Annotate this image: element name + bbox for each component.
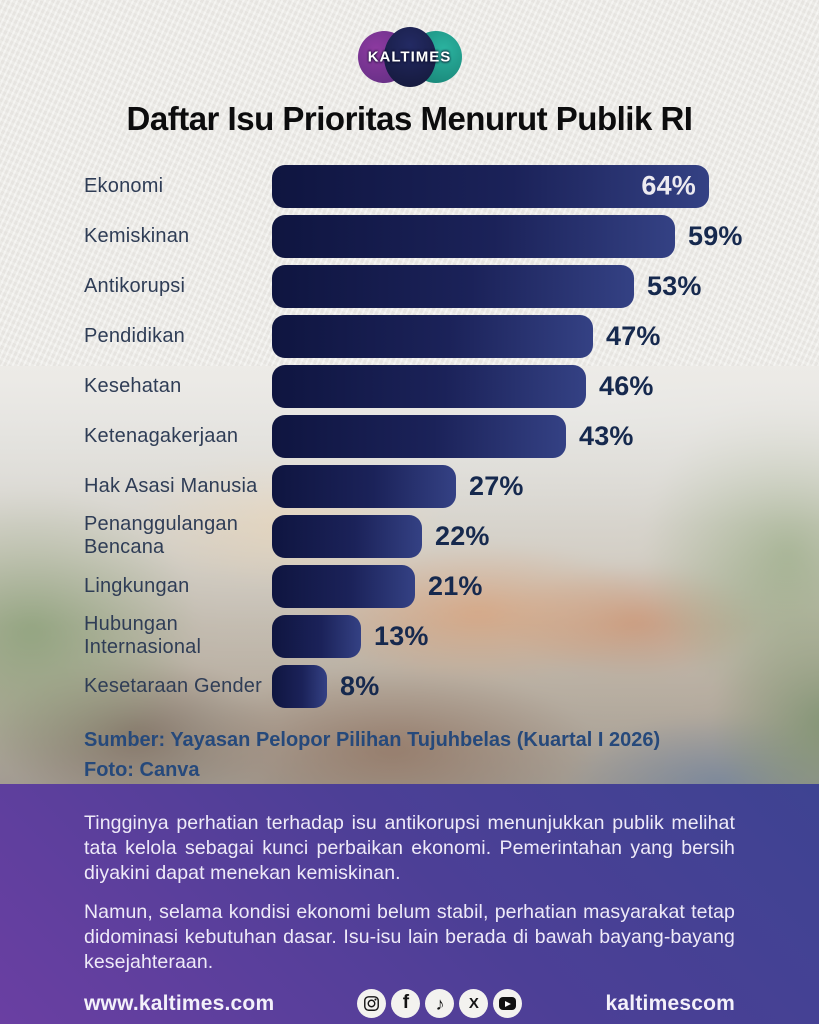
- bar-row: Hak Asasi Manusia 27%: [84, 461, 784, 511]
- bar-category-label: Kesehatan: [84, 374, 182, 397]
- bar-track: 43%: [272, 414, 784, 458]
- summary-panel: Tingginya perhatian terhadap isu antikor…: [0, 784, 819, 1024]
- bar-value-label: 53%: [647, 270, 702, 301]
- bar: [272, 364, 586, 408]
- bar-category-label: Pendidikan: [84, 324, 185, 347]
- bar-row: Pendidikan 47%: [84, 311, 784, 361]
- bar: [272, 564, 415, 608]
- bar: [272, 614, 361, 658]
- bar-value-label: 8%: [340, 670, 380, 701]
- bar: [272, 414, 566, 458]
- youtube-icon: [493, 989, 523, 1018]
- bar-track: 64%: [272, 164, 784, 208]
- bar-value-label: 27%: [469, 470, 524, 501]
- bar: [272, 314, 593, 358]
- bar-category-label: Ekonomi: [84, 174, 164, 197]
- bar-category-label: Hak Asasi Manusia: [84, 474, 258, 497]
- instagram-icon: [357, 989, 387, 1018]
- social-handle: kaltimescom: [605, 991, 735, 1015]
- social-icons: f ♪ X: [357, 989, 523, 1018]
- bar-category-label: Hubungan Internasional: [84, 613, 202, 658]
- bar-value-label: 64%: [641, 170, 696, 201]
- bar-track: 59%: [272, 214, 784, 258]
- tiktok-icon: ♪: [425, 989, 455, 1018]
- logo-wordmark: KALTIMES: [367, 48, 452, 66]
- bar-track: 21%: [272, 564, 784, 608]
- bar: [272, 664, 327, 708]
- website-url: www.kaltimes.com: [84, 991, 275, 1015]
- bar-track: 47%: [272, 314, 784, 358]
- logo-globe-navy: [383, 27, 436, 87]
- bar-category-label: Lingkungan: [84, 574, 190, 597]
- bar-value-label: 59%: [688, 220, 743, 251]
- bar-value-label: 46%: [599, 370, 654, 401]
- bar-category-label: Kemiskinan: [84, 224, 190, 247]
- bar-row: Lingkungan 21%: [84, 561, 784, 611]
- footer: www.kaltimes.com f ♪ X kaltimescom: [84, 989, 735, 1018]
- x-icon: X: [459, 989, 489, 1018]
- bar-row: Kemiskinan 59%: [84, 211, 784, 261]
- bar-track: 13%: [272, 614, 784, 658]
- bar-value-label: 22%: [435, 520, 490, 551]
- bar: [272, 464, 456, 508]
- bar-value-label: 13%: [374, 620, 429, 651]
- facebook-icon: f: [391, 989, 421, 1018]
- bar-track: 46%: [272, 364, 784, 408]
- bar-category-label: Penanggulangan Bencana: [84, 513, 239, 558]
- page-title: Daftar Isu Prioritas Menurut Publik RI: [126, 100, 693, 137]
- bar-row: Kesetaraan Gender 8%: [84, 661, 784, 711]
- summary-paragraph-2: Namun, selama kondisi ekonomi belum stab…: [84, 901, 735, 973]
- bar-category-label: Kesetaraan Gender: [84, 674, 262, 697]
- bar-track: 8%: [272, 664, 784, 708]
- bar-track: 22%: [272, 514, 784, 558]
- bar-row: Ekonomi 64%: [84, 161, 784, 211]
- bar-category-label: Ketenagakerjaan: [84, 424, 239, 447]
- bar-value-label: 21%: [428, 570, 483, 601]
- bar-row: Penanggulangan Bencana 22%: [84, 511, 784, 561]
- bar: [272, 514, 422, 558]
- bar-row: Kesehatan 46%: [84, 361, 784, 411]
- bar-track: 53%: [272, 264, 784, 308]
- bar: [272, 264, 634, 308]
- source-line: Sumber: Yayasan Pelopor Pilihan Tujuhbel…: [84, 729, 661, 751]
- bar-value-label: 47%: [606, 320, 661, 351]
- summary-paragraph-1: Tingginya perhatian terhadap isu antikor…: [84, 812, 735, 884]
- priority-issues-bar-chart: Ekonomi 64% Kemiskinan 59% Antikorupsi 53% Pen…: [84, 161, 784, 711]
- source-note: Sumber: Yayasan Pelopor Pilihan Tujuhbel…: [84, 725, 819, 785]
- bar-row: Hubungan Internasional 13%: [84, 611, 784, 661]
- bar: [272, 214, 675, 258]
- photo-credit-line: Foto: Canva: [84, 759, 200, 781]
- bar-category-label: Antikorupsi: [84, 274, 186, 297]
- bar-track: 27%: [272, 464, 784, 508]
- bar: 64%: [272, 164, 709, 208]
- bar-value-label: 43%: [579, 420, 634, 451]
- bar-row: Ketenagakerjaan 43%: [84, 411, 784, 461]
- kaltimes-logo: KALTIMES: [357, 26, 462, 88]
- bar-row: Antikorupsi 53%: [84, 261, 784, 311]
